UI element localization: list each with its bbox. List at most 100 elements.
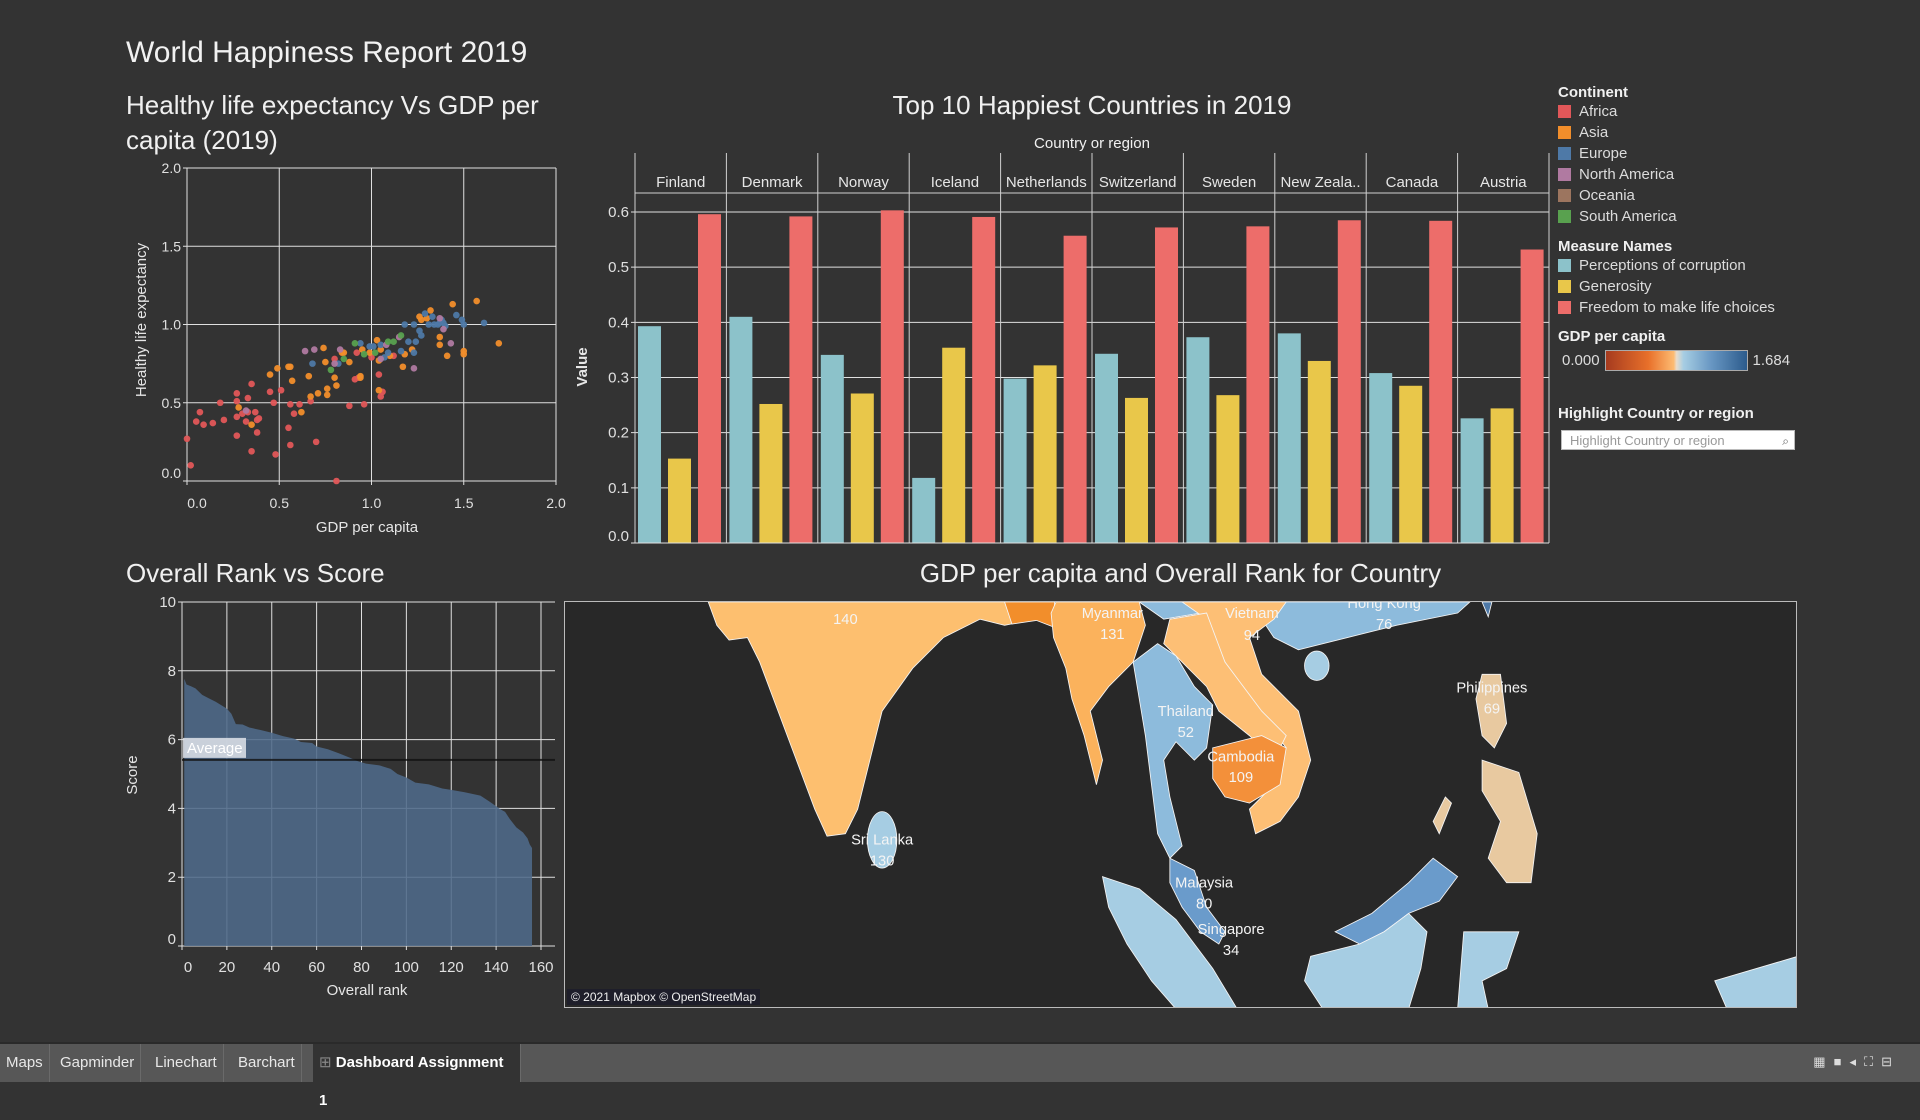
gdp-legend-title: GDP per capita [1558,328,1666,345]
x-tick-label: 0 [184,959,192,976]
scatter-point-north-america [301,347,309,355]
map-country-sri-lanka[interactable] [867,811,898,869]
scatter-point-asia [427,307,434,314]
continent-legend-item[interactable]: Africa [1558,101,1898,122]
map-country-thailand[interactable] [1132,643,1214,859]
tab-gapminder[interactable]: Gapminder [54,1044,142,1082]
scatter-point-south-america [360,350,368,358]
y-axis-label: Healthy life expectancy [133,242,150,397]
highlight-country-input[interactable]: Highlight Country or region ⌕ [1561,430,1795,450]
scatter-plot[interactable]: 0.0 0.5 1.0 1.5 2.0 0.0 0.5 1.0 1.5 2.0 GDP per ca… [120,160,570,540]
scatter-point-africa [216,399,224,407]
map-label-rank: 131 [1100,627,1125,643]
map-country-malaysia-peninsula[interactable] [1169,857,1226,945]
continent-legend-item[interactable]: Europe [1558,143,1898,164]
bar-freedom-to-make-life-choices [789,216,813,543]
scatter-point-europe [370,343,377,350]
fullscreen-icon[interactable]: ⛶ [1863,1054,1882,1069]
country-label: New Zeala.. [1280,174,1360,191]
measure-legend-title: Measure Names [1558,238,1673,255]
continent-legend-item[interactable]: Asia [1558,122,1898,143]
legend-swatch [1558,126,1571,139]
present-icon[interactable]: ⊟ [1881,1054,1900,1069]
y-tick-label: 2 [168,869,176,886]
scatter-point-africa [196,408,204,416]
map-title: GDP per capita and Overall Rank for Coun… [919,558,1442,588]
continent-legend: Africa Asia Europe North America Oceania Sout… [1558,101,1898,227]
scatter-point-africa [272,451,279,458]
scatter-point-africa [270,399,278,407]
legend-label: South America [1579,208,1677,225]
legend-label: North America [1579,166,1675,183]
gdp-gradient-bar [1604,350,1748,371]
tab-dashboard-assignment-1[interactable]: ⊞ Dashboard Assignment 1 [313,1044,521,1109]
scatter-point-north-america [447,339,455,347]
map-country-indonesia-sumatra[interactable] [1101,875,1238,1008]
continent-legend-item[interactable]: North America [1558,164,1898,185]
scatter-point-north-america [440,325,447,333]
scatter-point-asia [333,382,340,389]
scatter-point-asia [436,333,444,341]
scatter-point-africa [209,419,217,427]
map-country-philippines-south[interactable] [1481,759,1538,884]
scatter-point-asia [287,363,294,371]
map-country-philippines-palawan[interactable] [1432,796,1452,835]
continent-legend-item[interactable]: South America [1558,206,1898,227]
scatter-point-africa [242,418,250,425]
scatter-point-africa [287,401,294,408]
scatter-point-europe [412,338,420,346]
scatter-point-north-america [331,360,338,367]
map-label-rank: 94 [1244,628,1260,644]
map-country-cambodia[interactable] [1212,735,1287,804]
map-svg[interactable]: 140 Myanmar 131 Vietnam 94 Hong Kong 76 … [565,602,1797,1008]
map-country-india[interactable] [707,602,1042,837]
view-controls[interactable]: ▦■◂⛶⊟ [1813,1054,1900,1070]
map-label-rank: 140 [833,612,858,628]
legend-panel: Continent Africa Asia Europe North America O… [1558,84,1898,422]
scatter-point-south-america [351,339,359,347]
map-label-name: Thailand [1158,704,1214,720]
x-tick-label: 120 [439,959,464,976]
tab-linechart[interactable]: Linechart [149,1044,224,1082]
map-country-philippines-luzon[interactable] [1475,673,1508,749]
gdp-min-label: 0.000 [1562,352,1600,369]
prev-icon[interactable]: ◂ [1849,1054,1864,1069]
tab-maps[interactable]: Maps [0,1044,50,1082]
measure-legend-item[interactable]: Perceptions of corruption [1558,255,1898,276]
bar-chart-title: Top 10 Happiest Countries in 2019 [892,90,1292,120]
bar-freedom-to-make-life-choices [1337,220,1361,543]
map-country-indonesia-east[interactable] [1714,956,1797,1008]
map-view[interactable]: 140 Myanmar 131 Vietnam 94 Hong Kong 76 … [564,601,1797,1008]
y-tick-label: 4 [168,800,176,817]
measure-legend-item[interactable]: Freedom to make life choices [1558,297,1898,318]
map-attribution[interactable]: © 2021 Mapbox © OpenStreetMap [567,989,761,1005]
country-label: Netherlands [1006,174,1087,191]
scatter-point-africa [333,477,340,485]
legend-swatch [1558,280,1571,293]
map-country-bangladesh[interactable] [1004,602,1056,628]
measure-legend-item[interactable]: Generosity [1558,276,1898,297]
map-country-indonesia-kalimantan[interactable] [1304,912,1428,1008]
bar-chart[interactable]: Country or region 0.0 0.1 0.2 0.3 0.4 0.5 0.6 Fi… [560,130,1560,550]
scatter-point-africa [296,401,303,408]
map-country-myanmar[interactable] [1050,602,1146,785]
y-tick-label: 0.0 [162,465,182,481]
scatter-point-asia [298,408,305,416]
scatter-point-africa [360,401,368,408]
area-chart-title: Overall Rank vs Score [126,558,385,588]
single-view-icon[interactable]: ■ [1833,1054,1850,1069]
y-tick-label: 0.0 [608,528,629,545]
map-label-name: Hong Kong [1347,602,1420,612]
rank-score-chart[interactable]: 0 20 40 60 80 100 120 140 160 0 2 4 6 8 10 Average Overa… [120,590,570,1010]
grid-view-icon[interactable]: ▦ [1813,1054,1834,1069]
map-island-hainan [1304,650,1330,681]
continent-legend-item[interactable]: Oceania [1558,185,1898,206]
tab-barchart[interactable]: Barchart [232,1044,302,1082]
map-country-indonesia-sulawesi[interactable] [1457,931,1520,1008]
search-icon[interactable]: ⌕ [1782,434,1789,448]
map-label-rank: 34 [1223,943,1239,959]
map-label-rank: 130 [870,854,895,870]
x-tick-label: 2.0 [546,495,566,511]
scatter-point-south-america [384,338,392,346]
legend-swatch [1558,168,1571,181]
